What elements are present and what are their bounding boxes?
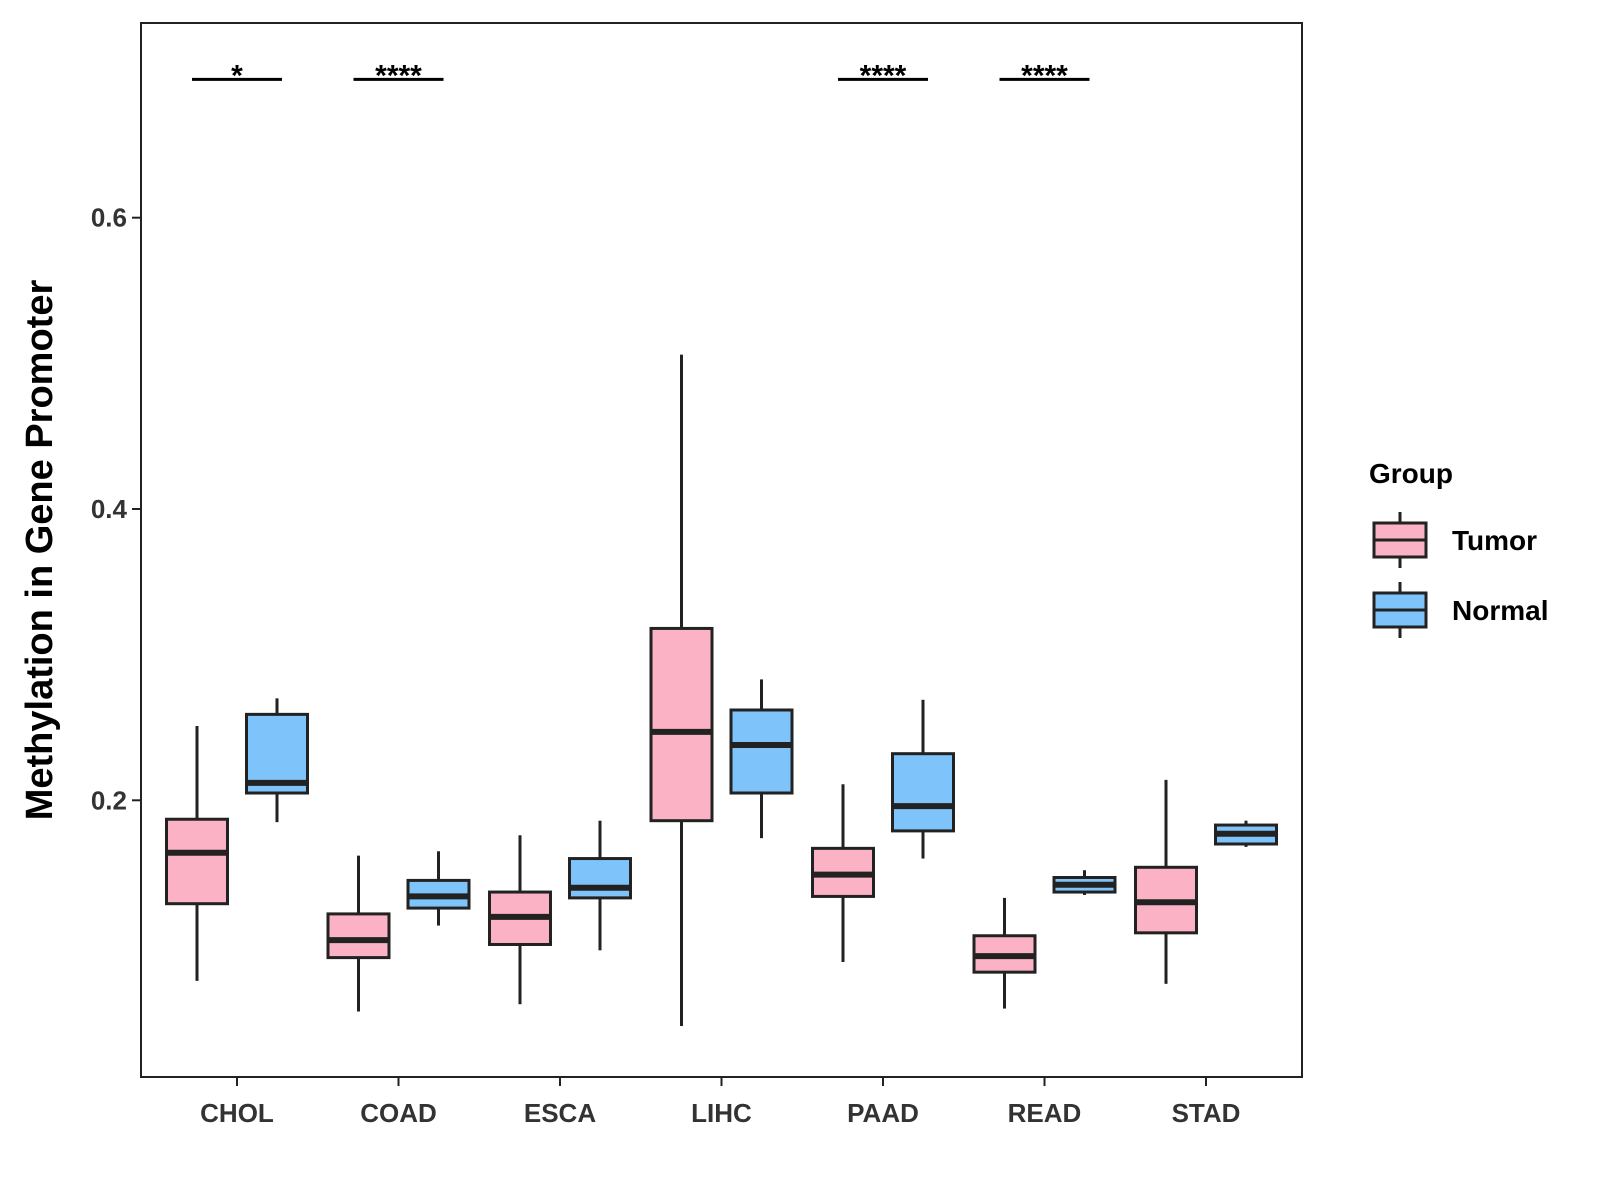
box-body [165, 817, 229, 906]
significance-label: * [231, 59, 243, 92]
box-normal-stad [1214, 820, 1278, 847]
y-tick-label: 0.4 [91, 494, 128, 524]
box-body [891, 752, 955, 833]
box-tumor-read [972, 897, 1037, 1009]
y-axis-title: Methylation in Gene Promoter [19, 280, 61, 821]
significance-label: **** [860, 59, 907, 92]
box-body [326, 912, 391, 960]
box-tumor-lihc [649, 354, 714, 1027]
box-tumor-paad [811, 784, 875, 962]
significance-label: **** [1021, 59, 1068, 92]
box-normal-read [1052, 870, 1117, 895]
x-tick-label: READ [1008, 1098, 1082, 1128]
x-tick-label: CHOL [200, 1098, 274, 1128]
box-body [649, 626, 714, 823]
legend-label: Normal [1452, 595, 1548, 626]
plot-panel [140, 22, 1303, 1078]
x-axis: CHOL COAD ESCA LIHC PAAD READ STAD [200, 1077, 1240, 1128]
legend-item-normal: Normal [1372, 582, 1548, 638]
box-series [165, 354, 1278, 1027]
x-tick-label: COAD [360, 1098, 437, 1128]
box-tumor-chol [165, 726, 229, 981]
y-tick-label: 0.2 [91, 785, 127, 815]
x-tick-label: LIHC [691, 1098, 752, 1128]
legend-item-tumor: Tumor [1372, 512, 1537, 568]
legend: Group Tumor Normal [1369, 458, 1548, 638]
box-body [729, 708, 794, 795]
box-normal-coad [406, 851, 471, 926]
y-tick-label: 0.6 [91, 203, 127, 233]
box-normal-paad [891, 699, 955, 859]
box-normal-esca [568, 820, 632, 951]
y-axis: 0.2 0.4 0.6 [91, 203, 141, 815]
box-normal-chol [245, 698, 309, 823]
legend-label: Tumor [1452, 525, 1537, 556]
legend-title: Group [1369, 458, 1453, 489]
box-tumor-coad [326, 855, 391, 1012]
significance-label: **** [375, 59, 422, 92]
box-tumor-stad [1134, 779, 1198, 984]
box-normal-lihc [729, 679, 794, 839]
significance-annotations: * **** **** **** [192, 59, 1090, 92]
box-body [568, 857, 632, 900]
x-tick-label: PAAD [847, 1098, 919, 1128]
x-tick-label: STAD [1172, 1098, 1241, 1128]
box-tumor-esca [488, 835, 552, 1005]
x-tick-label: ESCA [524, 1098, 596, 1128]
